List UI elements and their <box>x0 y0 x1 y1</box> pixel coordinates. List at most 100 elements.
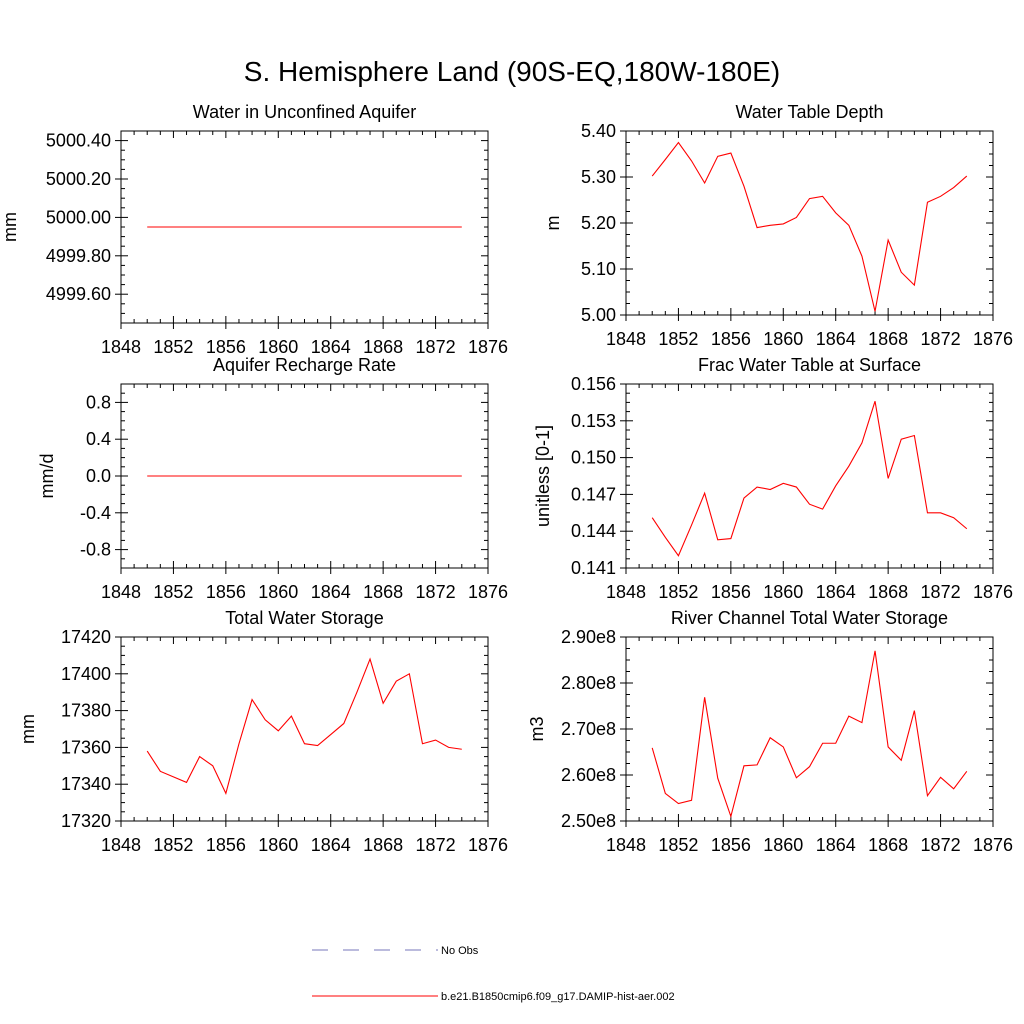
y-axis-label: m <box>543 216 563 231</box>
panel-title: Total Water Storage <box>225 608 383 628</box>
x-tick-label: 1872 <box>416 835 456 855</box>
x-tick-label: 1868 <box>363 835 403 855</box>
x-tick-label: 1848 <box>101 337 141 357</box>
x-tick-label: 1876 <box>973 329 1013 349</box>
y-axis-label: unitless [0-1] <box>533 425 553 527</box>
y-tick-label: 5.00 <box>581 305 616 325</box>
y-tick-label: 17380 <box>61 701 111 721</box>
panel-4: Frac Water Table at Surface 1848 1852 1856 1… <box>533 355 1013 602</box>
y-tick-label: 2.70e8 <box>561 719 616 739</box>
plot-frame <box>120 636 489 822</box>
y-tick-label: 2.50e8 <box>561 811 616 831</box>
panel-title: Aquifer Recharge Rate <box>213 355 396 375</box>
x-tick-label: 1876 <box>973 835 1013 855</box>
panel-5: Total Water Storage 1848 1852 1856 1860 1864 1… <box>18 608 508 855</box>
x-tick-label: 1856 <box>206 337 246 357</box>
x-tick-label: 1868 <box>868 835 908 855</box>
x-tick-label: 1856 <box>711 329 751 349</box>
y-tick-label: 0.156 <box>571 374 616 394</box>
page-title: S. Hemisphere Land (90S-EQ,180W-180E) <box>243 56 781 87</box>
x-tick-label: 1876 <box>468 835 508 855</box>
x-tick-label: 1876 <box>468 582 508 602</box>
x-tick-label: 1864 <box>816 329 856 349</box>
x-tick-label: 1868 <box>868 329 908 349</box>
y-tick-label: 5000.00 <box>46 207 111 227</box>
plot-frame <box>625 130 994 316</box>
x-tick-label: 1848 <box>606 582 646 602</box>
series-line <box>651 141 968 312</box>
x-tick-label: 1848 <box>606 835 646 855</box>
x-tick-label: 1868 <box>868 582 908 602</box>
y-tick-label: 5000.40 <box>46 131 111 151</box>
y-tick-label: 4999.80 <box>46 246 111 266</box>
x-tick-label: 1856 <box>711 582 751 602</box>
x-tick-label: 1852 <box>658 582 698 602</box>
y-tick-label: 0.4 <box>86 429 111 449</box>
x-tick-label: 1848 <box>101 582 141 602</box>
x-tick-label: 1860 <box>763 582 803 602</box>
y-axis-label: mm <box>0 212 20 242</box>
panel-title: Frac Water Table at Surface <box>698 355 921 375</box>
series-line <box>651 650 968 819</box>
y-tick-label: -0.8 <box>80 540 111 560</box>
x-tick-label: 1860 <box>258 582 298 602</box>
x-tick-label: 1860 <box>258 835 298 855</box>
y-tick-label: 0.153 <box>571 411 616 431</box>
panel-6: River Channel Total Water Storage 1848 185… <box>527 608 1013 855</box>
series-line <box>146 657 462 795</box>
panel-title: Water Table Depth <box>735 102 883 122</box>
x-tick-label: 1872 <box>921 835 961 855</box>
x-tick-label: 1856 <box>206 835 246 855</box>
panel-title: Water in Unconfined Aquifer <box>193 102 416 122</box>
y-tick-label: 0.141 <box>571 558 616 578</box>
x-tick-label: 1868 <box>363 337 403 357</box>
x-tick-label: 1852 <box>153 337 193 357</box>
panel-1: Water in Unconfined Aquifer 1848 1852 1856 1… <box>0 102 508 357</box>
y-tick-label: 17320 <box>61 811 111 831</box>
x-tick-label: 1860 <box>258 337 298 357</box>
legend-series-label: b.e21.B1850cmip6.f09_g17.DAMIP-hist-aer.… <box>441 991 675 1003</box>
x-tick-label: 1848 <box>101 835 141 855</box>
x-tick-label: 1856 <box>206 582 246 602</box>
y-tick-label: 0.147 <box>571 484 616 504</box>
y-tick-label: 17420 <box>61 627 111 647</box>
y-tick-label: 4999.60 <box>46 284 111 304</box>
x-tick-label: 1864 <box>816 835 856 855</box>
y-tick-label: 17360 <box>61 737 111 757</box>
y-tick-label: 17400 <box>61 664 111 684</box>
y-tick-label: 2.90e8 <box>561 627 616 647</box>
y-tick-label: 17340 <box>61 774 111 794</box>
x-tick-label: 1876 <box>468 337 508 357</box>
plot-frame <box>625 636 994 822</box>
x-tick-label: 1872 <box>921 582 961 602</box>
y-tick-label: 2.60e8 <box>561 765 616 785</box>
y-tick-label: 5000.20 <box>46 169 111 189</box>
x-tick-label: 1852 <box>153 835 193 855</box>
y-axis-label: mm <box>18 714 38 744</box>
y-axis-label: m3 <box>527 716 547 741</box>
panel-title: River Channel Total Water Storage <box>671 608 948 628</box>
x-tick-label: 1856 <box>711 835 751 855</box>
y-tick-label: 0.150 <box>571 448 616 468</box>
legend-no-obs-label: No Obs <box>441 945 479 957</box>
y-tick-label: 5.30 <box>581 167 616 187</box>
y-tick-label: 5.10 <box>581 259 616 279</box>
x-tick-label: 1864 <box>311 337 351 357</box>
x-tick-label: 1860 <box>763 329 803 349</box>
panel-3: Aquifer Recharge Rate 1848 1852 1856 1860 186… <box>37 355 508 602</box>
y-tick-label: 5.20 <box>581 213 616 233</box>
plot-frame <box>625 383 994 569</box>
legend: No Obs b.e21.B1850cmip6.f09_g17.DAMIP-his… <box>312 945 675 1003</box>
x-tick-label: 1864 <box>311 835 351 855</box>
y-tick-label: 0.0 <box>86 466 111 486</box>
y-tick-label: 2.80e8 <box>561 673 616 693</box>
y-tick-label: -0.4 <box>80 503 111 523</box>
x-tick-label: 1852 <box>658 329 698 349</box>
x-tick-label: 1848 <box>606 329 646 349</box>
x-tick-label: 1872 <box>921 329 961 349</box>
x-tick-label: 1864 <box>311 582 351 602</box>
x-tick-label: 1852 <box>658 835 698 855</box>
x-tick-label: 1852 <box>153 582 193 602</box>
x-tick-label: 1876 <box>973 582 1013 602</box>
